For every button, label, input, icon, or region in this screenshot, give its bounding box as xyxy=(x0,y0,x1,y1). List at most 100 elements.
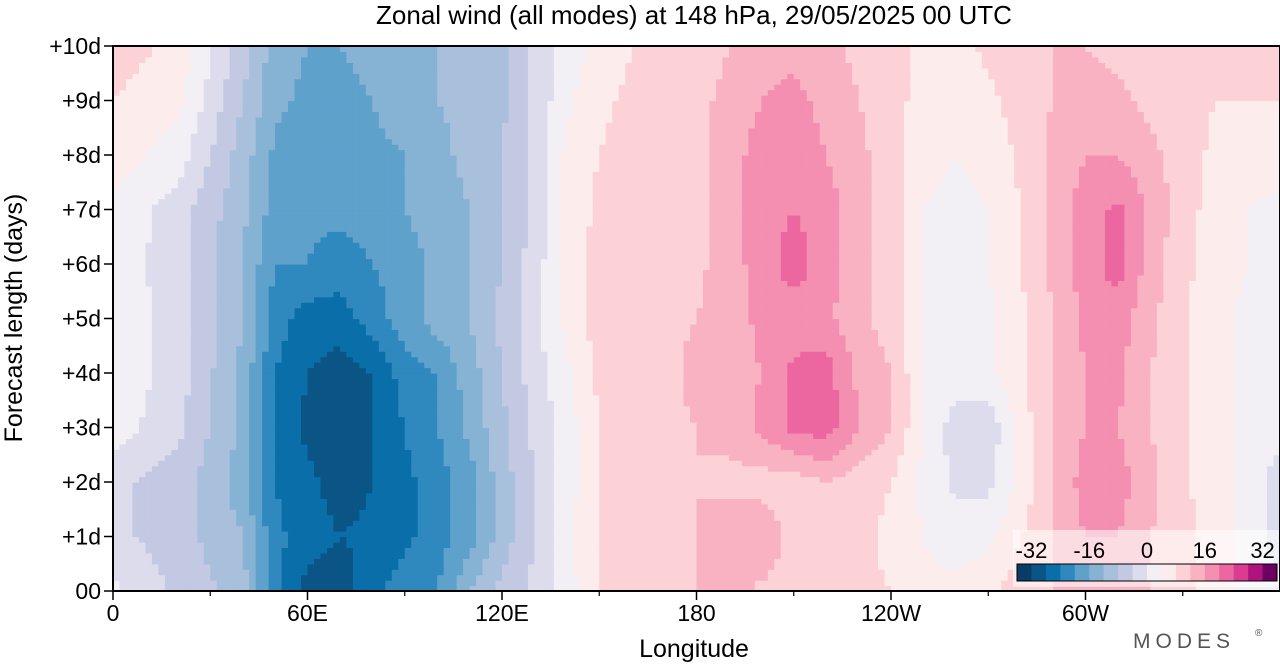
heatmap-cell xyxy=(359,574,367,581)
heatmap-cell xyxy=(1143,449,1151,456)
heatmap-cell xyxy=(793,509,801,516)
heatmap-cell xyxy=(307,531,315,538)
heatmap-cell xyxy=(1215,443,1223,450)
heatmap-cell xyxy=(527,482,536,489)
heatmap-cell xyxy=(385,460,393,467)
heatmap-cell xyxy=(229,476,237,483)
heatmap-cell xyxy=(365,454,373,461)
heatmap-cell xyxy=(1117,503,1125,510)
heatmap-cell xyxy=(651,536,659,543)
heatmap-cell xyxy=(1195,454,1203,461)
heatmap-cell xyxy=(145,503,153,510)
heatmap-cell xyxy=(702,509,711,516)
heatmap-cell xyxy=(560,492,568,499)
heatmap-cell xyxy=(696,536,704,543)
heatmap-cell xyxy=(962,438,970,445)
heatmap-cell xyxy=(1228,482,1236,489)
heatmap-cell xyxy=(216,558,224,565)
heatmap-cell xyxy=(365,525,373,532)
heatmap-cell xyxy=(255,449,263,456)
heatmap-cell xyxy=(255,536,263,543)
heatmap-cell xyxy=(891,569,899,576)
heatmap-cell xyxy=(852,476,860,483)
heatmap-cell xyxy=(955,492,963,499)
heatmap-cell xyxy=(780,460,788,467)
heatmap-cell xyxy=(437,487,445,494)
heatmap-cell xyxy=(780,471,788,478)
heatmap-cell xyxy=(320,443,328,450)
heatmap-cell xyxy=(644,531,652,538)
heatmap-cell xyxy=(774,514,782,521)
heatmap-cell xyxy=(229,482,237,489)
heatmap-cell xyxy=(1221,487,1229,494)
heatmap-cell xyxy=(968,520,976,527)
heatmap-cell xyxy=(644,487,652,494)
heatmap-cell xyxy=(339,541,347,548)
heatmap-cell xyxy=(365,531,373,538)
heatmap-cell xyxy=(891,509,899,516)
heatmap-cell xyxy=(553,536,561,543)
heatmap-cell xyxy=(865,471,873,478)
heatmap-cell xyxy=(981,482,989,489)
heatmap-cell xyxy=(508,520,516,527)
heatmap-cell xyxy=(644,460,652,467)
heatmap-cell xyxy=(709,558,717,565)
heatmap-cell xyxy=(301,476,309,483)
heatmap-cell xyxy=(534,438,542,445)
heatmap-cell xyxy=(1007,487,1015,494)
heatmap-cell xyxy=(301,460,309,467)
heatmap-cell xyxy=(502,569,510,576)
heatmap-cell xyxy=(566,525,574,532)
heatmap-cell xyxy=(307,460,315,467)
heatmap-cell xyxy=(1085,498,1093,505)
heatmap-cell xyxy=(1182,443,1190,450)
heatmap-cell xyxy=(566,492,574,499)
heatmap-cell xyxy=(450,487,458,494)
heatmap-cell xyxy=(1033,482,1041,489)
heatmap-cell xyxy=(508,471,516,478)
heatmap-cell xyxy=(884,525,892,532)
heatmap-cell xyxy=(683,574,691,581)
heatmap-cell xyxy=(113,492,121,499)
heatmap-cell xyxy=(1007,563,1015,570)
heatmap-cell xyxy=(929,482,937,489)
heatmap-cell xyxy=(988,460,996,467)
heatmap-cell xyxy=(151,438,159,445)
heatmap-cell xyxy=(618,514,626,521)
heatmap-cell xyxy=(125,482,134,489)
heatmap-cell xyxy=(845,558,853,565)
heatmap-cell xyxy=(1046,585,1054,591)
heatmap-cell xyxy=(988,498,996,505)
heatmap-cell xyxy=(793,487,801,494)
heatmap-cell xyxy=(722,520,730,527)
heatmap-cell xyxy=(754,541,762,548)
heatmap-cell xyxy=(184,547,192,554)
heatmap-cell xyxy=(748,563,756,570)
heatmap-cell xyxy=(482,531,490,538)
heatmap-cell xyxy=(229,558,237,565)
heatmap-cell xyxy=(761,443,769,450)
heatmap-cell xyxy=(981,531,989,538)
heatmap-cell xyxy=(651,487,659,494)
heatmap-cell xyxy=(437,438,445,445)
heatmap-cell xyxy=(1014,476,1022,483)
heatmap-cell xyxy=(981,574,989,581)
heatmap-cell xyxy=(728,471,736,478)
heatmap-cell xyxy=(683,460,691,467)
heatmap-cell xyxy=(502,460,510,467)
heatmap-cell xyxy=(164,509,172,516)
heatmap-cell xyxy=(1001,563,1009,570)
heatmap-cell xyxy=(469,514,477,521)
heatmap-cell xyxy=(1143,454,1151,461)
heatmap-cell xyxy=(203,558,211,565)
heatmap-cell xyxy=(702,585,711,591)
heatmap-cell xyxy=(612,476,620,483)
heatmap-cell xyxy=(709,541,717,548)
heatmap-cell xyxy=(858,547,866,554)
heatmap-cell xyxy=(417,487,425,494)
heatmap-cell xyxy=(1228,487,1236,494)
heatmap-cell xyxy=(417,471,425,478)
heatmap-cell xyxy=(1182,525,1190,532)
heatmap-cell xyxy=(320,476,328,483)
heatmap-cell xyxy=(262,552,270,559)
